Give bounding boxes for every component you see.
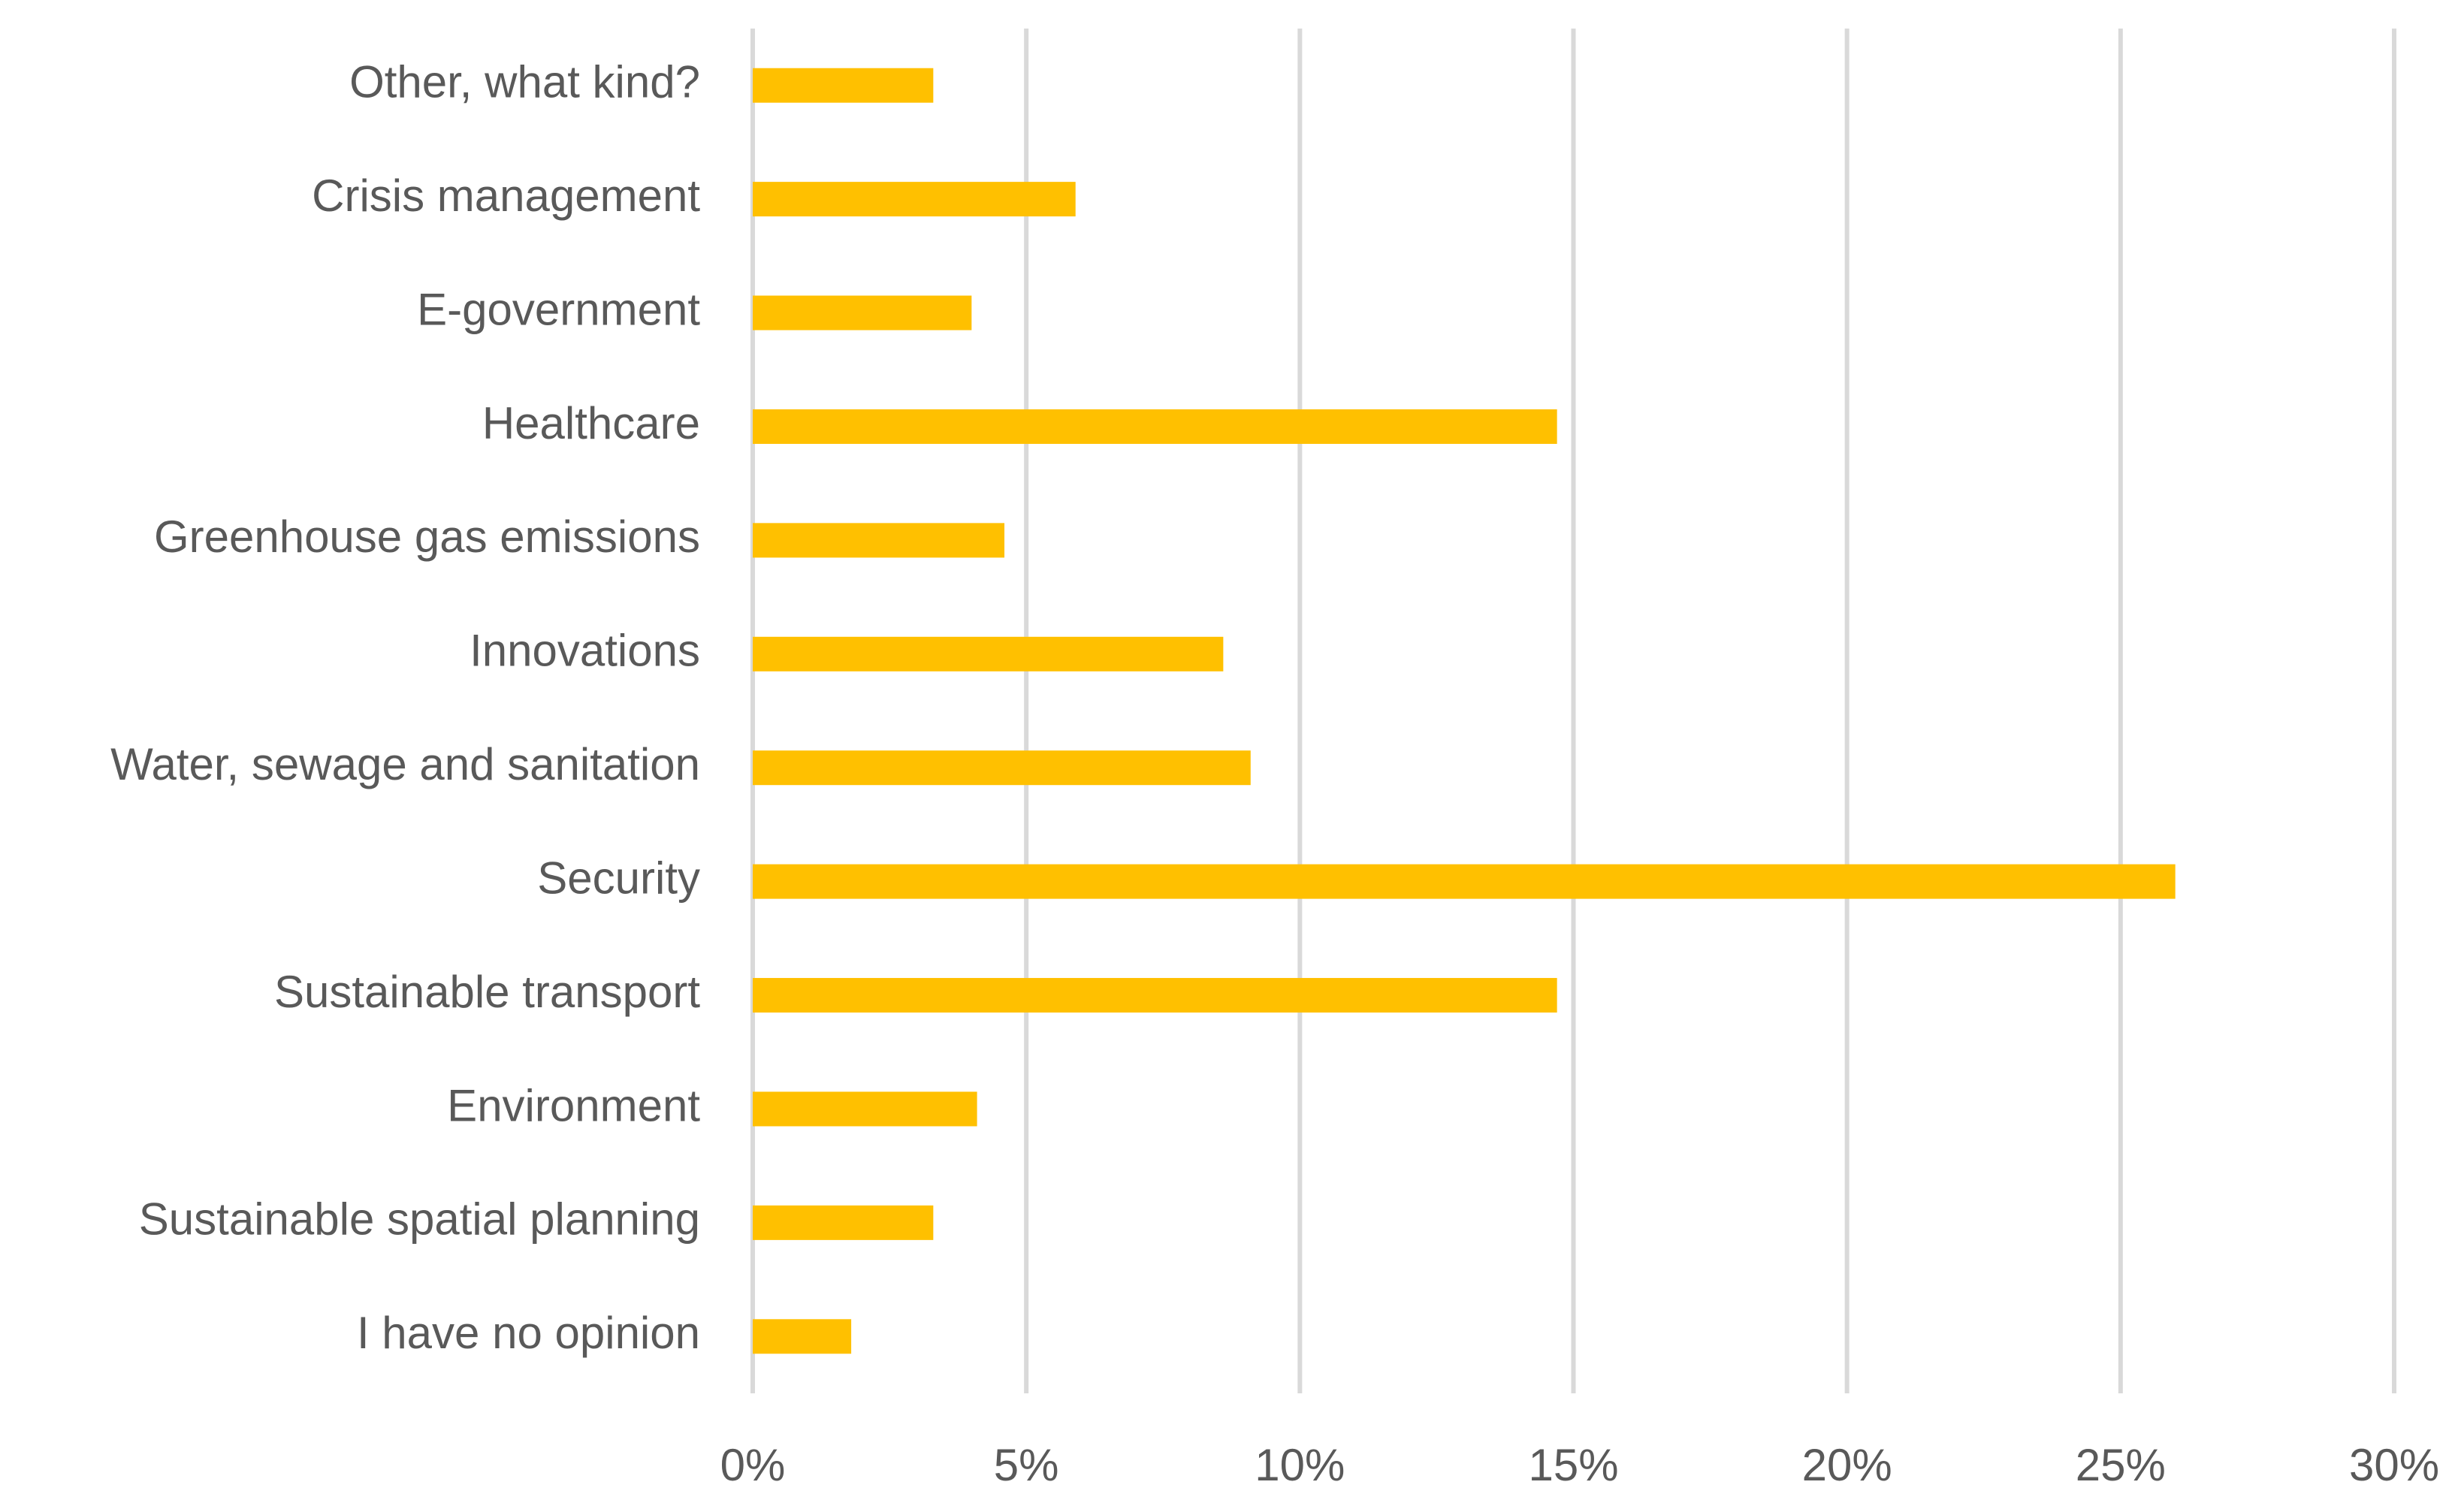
bar [753,295,972,330]
y-tick-label: Innovations [470,626,700,676]
bar [753,523,1005,558]
bar [753,1205,934,1240]
x-tick-label: 5% [994,1440,1059,1490]
y-tick-label: Other, what kind? [349,57,700,107]
bar [753,1319,852,1354]
x-tick-label: 15% [1528,1440,1618,1490]
x-tick-label: 25% [2076,1440,2166,1490]
y-tick-label: Sustainable spatial planning [139,1194,700,1245]
x-tick-label: 30% [2349,1440,2439,1490]
y-tick-label: Crisis management [312,171,700,221]
bar [753,182,1076,217]
y-tick-label: I have no opinion [357,1308,700,1358]
y-tick-label: Water, sewage and sanitation [110,739,700,789]
x-tick-label: 10% [1255,1440,1345,1490]
bar [753,864,2176,899]
bar [753,750,1251,786]
y-tick-label: E-government [417,284,700,334]
bar [753,409,1557,444]
bar [753,978,1557,1013]
y-tick-label: Security [537,853,700,903]
y-tick-label: Greenhouse gas emissions [154,512,700,562]
y-tick-label: Healthcare [482,398,700,448]
bar [753,636,1224,671]
y-tick-label: Environment [447,1080,700,1130]
x-tick-label: 0% [720,1440,786,1490]
y-tick-label: Sustainable transport [274,967,700,1017]
x-tick-label: 20% [1802,1440,1892,1490]
bar [753,68,934,103]
bar [753,1091,977,1127]
